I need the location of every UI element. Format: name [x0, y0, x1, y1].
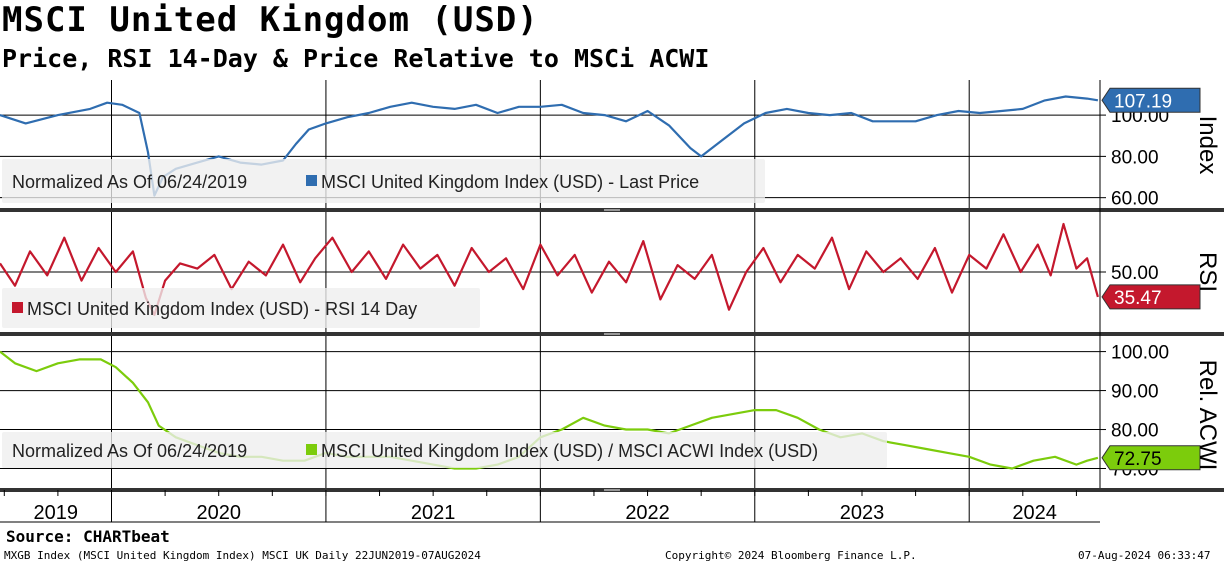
relative-tick-label: 80.00: [1111, 421, 1159, 442]
source-note: Source: CHARTbeat: [6, 527, 170, 546]
rsi-last-value: 35.47: [1114, 288, 1162, 309]
relative-tick-label: 100.00: [1111, 343, 1169, 364]
rsi-legend-swatch: [12, 302, 23, 313]
price-last-value: 107.19: [1114, 91, 1172, 112]
rsi-tick-label: 50.00: [1111, 263, 1159, 284]
rsi-legend: MSCI United Kingdom Index (USD) - RSI 14…: [2, 288, 480, 328]
price-legend: Normalized As Of 06/24/2019 MSCI United K…: [2, 159, 765, 203]
relative-last-value-tag: 72.75: [1101, 445, 1201, 471]
footer-copyright: Copyright© 2024 Bloomberg Finance L.P.: [665, 549, 917, 562]
chart-subtitle: Price, RSI 14-Day & Price Relative to MS…: [2, 44, 710, 73]
rsi-legend-label: MSCI United Kingdom Index (USD) - RSI 14…: [27, 299, 417, 319]
footer-ticker-info: MXGB Index (MSCI United Kingdom Index) M…: [4, 549, 481, 562]
x-year-label: 2023: [840, 502, 885, 524]
relative-legend-prefix: Normalized As Of 06/24/2019: [12, 441, 247, 461]
price-legend-prefix: Normalized As Of 06/24/2019: [12, 172, 247, 192]
relative-last-value: 72.75: [1114, 449, 1162, 470]
x-year-label: 2020: [196, 502, 241, 524]
rsi-series-line: [0, 222, 1099, 316]
x-year-label: 2019: [34, 502, 79, 524]
price-legend-swatch: [306, 175, 317, 186]
x-year-label: 2022: [625, 502, 670, 524]
relative-tick-label: 90.00: [1111, 382, 1159, 403]
label-layer: 100.00 80.00 60.00 Normalized As Of 06/24/2…: [2, 87, 1221, 524]
series-layer: [0, 95, 1099, 470]
x-year-label: 2021: [411, 502, 456, 524]
footer-timestamp: 07-Aug-2024 06:33:47: [1078, 549, 1211, 562]
chart-title: MSCI United Kingdom (USD): [2, 0, 539, 40]
price-tick-label: 60.00: [1111, 189, 1159, 210]
price-tick-label: 80.00: [1111, 147, 1159, 168]
relative-last-value-box: [1101, 445, 1201, 471]
price-legend-box: [2, 159, 765, 203]
rsi-axis-label: RSI: [1194, 252, 1221, 292]
frame-layer: [0, 80, 1224, 523]
rsi-last-value-box: [1101, 284, 1201, 310]
relative-legend: Normalized As Of 06/24/2019 MSCI United K…: [2, 432, 887, 468]
price-last-value-box: [1101, 87, 1201, 113]
relative-legend-label: MSCI United Kingdom Index (USD) / MSCI A…: [321, 441, 818, 461]
price-axis-label: Index: [1194, 116, 1221, 175]
price-last-value-tag: 107.19: [1101, 87, 1201, 113]
rsi-last-value-tag: 35.47: [1101, 284, 1201, 310]
relative-legend-swatch: [306, 444, 317, 455]
relative-legend-box: [2, 432, 887, 468]
price-legend-label: MSCI United Kingdom Index (USD) - Last P…: [321, 172, 699, 192]
x-year-label: 2024: [1012, 502, 1057, 524]
rsi-legend-box: [2, 288, 480, 328]
relative-axis-label: Rel. ACWI: [1194, 360, 1221, 471]
